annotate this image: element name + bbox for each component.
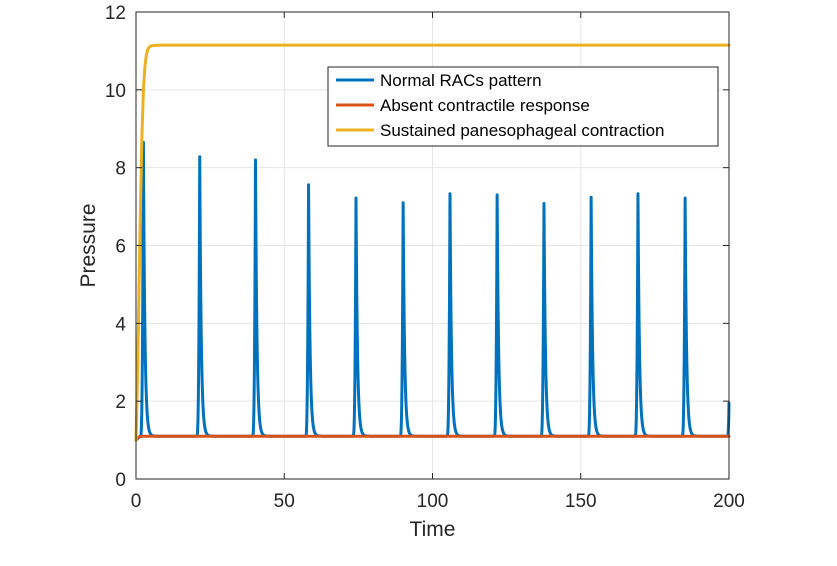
y-tick-label: 12 bbox=[105, 3, 126, 24]
y-tick-label: 10 bbox=[105, 81, 126, 102]
series-layer bbox=[134, 43, 731, 442]
y-tick-label: 0 bbox=[115, 470, 126, 491]
y-axis-label: Pressure bbox=[77, 203, 100, 287]
x-tick-label: 50 bbox=[274, 491, 295, 512]
x-axis: 0 50 100 150 200 bbox=[131, 12, 745, 512]
legend: Normal RACs pattern Absent contractile re… bbox=[327, 66, 719, 147]
y-tick-label: 4 bbox=[115, 314, 126, 335]
y-tick-label: 8 bbox=[115, 159, 126, 180]
y-axis: 0 2 4 6 8 10 12 bbox=[105, 3, 729, 491]
legend-entry-3: Sustained panesophageal contraction bbox=[380, 121, 665, 140]
legend-box bbox=[327, 66, 719, 147]
y-tick-label: 6 bbox=[115, 237, 126, 258]
legend-entry-2: Absent contractile response bbox=[380, 96, 590, 115]
x-axis-label: Time bbox=[410, 518, 456, 541]
legend-entry-1: Normal RACs pattern bbox=[380, 71, 542, 90]
y-tick-label: 2 bbox=[115, 392, 126, 413]
x-tick-label: 100 bbox=[417, 491, 449, 512]
x-tick-label: 150 bbox=[565, 491, 597, 512]
x-tick-label: 200 bbox=[713, 491, 745, 512]
series-line-3 bbox=[134, 43, 731, 442]
x-tick-label: 0 bbox=[131, 491, 142, 512]
